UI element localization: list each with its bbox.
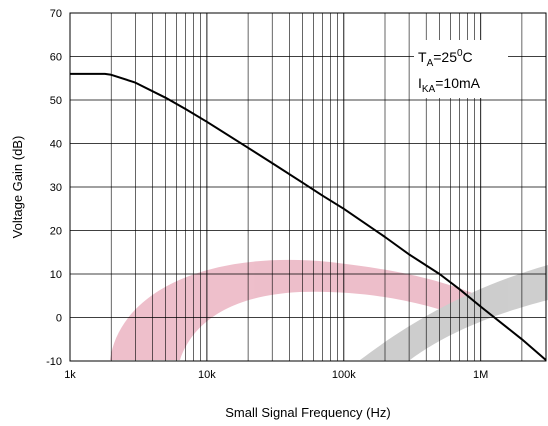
y-axis-title: Voltage Gain (dB) [10, 136, 25, 239]
watermark-gray-swoosh [360, 265, 548, 360]
y-tick-label: 50 [50, 95, 62, 107]
y-tick-labels: -10 0 10 20 30 40 50 60 70 [46, 8, 62, 368]
x-tick-labels: 1k 10k 100k 1M [64, 369, 488, 381]
series-group [70, 72, 547, 361]
y-tick-label: 40 [50, 139, 62, 151]
plot-frame [69, 12, 547, 362]
condition-annotation: TA=250C IKA=10mA [414, 40, 508, 98]
ta-condition: TA=250C [418, 48, 473, 69]
y-tick-label: 0 [56, 313, 62, 325]
ika-condition: IKA=10mA [418, 75, 481, 95]
x-tick-label: 1M [473, 369, 488, 381]
x-axis-title: Small Signal Frequency (Hz) [225, 405, 390, 420]
watermark-red-swoosh [110, 259, 480, 360]
y-tick-label: 30 [50, 182, 62, 194]
x-tick-label: 1k [64, 369, 76, 381]
x-tick-label: 100k [332, 369, 356, 381]
y-tick-label: 10 [50, 269, 62, 281]
series-line [70, 72, 547, 361]
y-tick-label: 20 [50, 226, 62, 238]
y-tick-label: 60 [50, 52, 62, 64]
y-tick-label: -10 [46, 356, 62, 368]
x-tick-label: 10k [198, 369, 216, 381]
watermark [110, 259, 548, 360]
y-tick-label: 70 [50, 8, 62, 20]
annotation-background [414, 40, 508, 98]
